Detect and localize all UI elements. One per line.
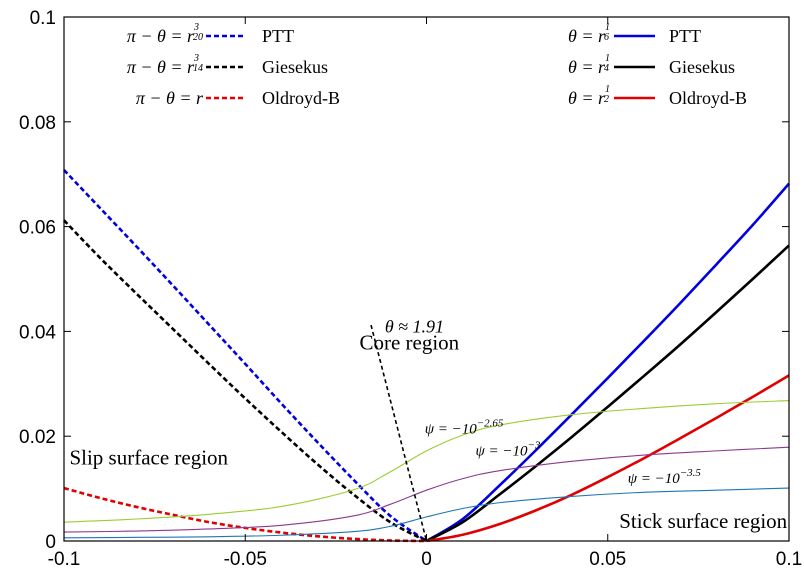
x-tick-label: 0.05 [589, 549, 626, 570]
core-region-label: Core region [359, 331, 459, 355]
legend-label: PTT [669, 26, 701, 46]
series-line-oldroyd-b-solid-5 [426, 374, 790, 543]
x-tick-label: 0.1 [776, 549, 802, 570]
series-line-ptt-solid-3 [425, 182, 790, 543]
boundary-layer [370, 324, 428, 542]
legend-formula: θ = r1 4 [568, 53, 610, 77]
series-line-10-3-5-8 [63, 487, 790, 539]
boundary-line [370, 324, 428, 542]
series-line-giesekus-solid-4 [425, 244, 790, 543]
y-tick-label: 0.1 [30, 8, 56, 29]
legend-label: Giesekus [669, 57, 735, 77]
curves-layer [63, 169, 790, 543]
x-tick-label: -0.1 [48, 549, 81, 570]
legend-entry-right-ptt: θ = r1 6 PTT [568, 22, 701, 46]
series-line-10-2-65-6 [63, 400, 790, 523]
slip-surface-region-label: Slip surface region [69, 445, 228, 469]
x-tick-label: -0.05 [224, 549, 267, 570]
psi-contour-label-3: ψ = −10−3.5 [628, 467, 702, 487]
ticks-layer: -0.1 -0.05 0 0.05 0.1 0 0.02 0.04 0.06 0.08 0.1 [19, 8, 802, 570]
annotations-layer: Core region Slip surface region Stick surf… [69, 316, 787, 532]
y-tick-label: 0.08 [19, 113, 56, 134]
x-tick-label: 0 [421, 549, 432, 570]
y-tick-label: 0.02 [19, 427, 56, 448]
legend-entry-right-oldroyd-b: θ = r1 2 Oldroyd-B [568, 84, 747, 108]
series-line-ptt-dashed-0 [63, 169, 428, 543]
y-tick-label: 0 [45, 532, 56, 553]
legend-formula: π − θ = r3 14 [127, 53, 203, 77]
psi-contour-label-1: ψ = −10−2.65 [425, 418, 504, 438]
legend-formula: π − θ = r3 20 [127, 22, 203, 46]
series-line-giesekus-dashed-1 [63, 219, 428, 543]
legend-entry-right-giesekus: θ = r1 4 Giesekus [568, 53, 735, 77]
series-line-oldroyd-b-dashed-2 [63, 486, 427, 543]
theta-boundary-label: θ ≈ 1.91 [385, 316, 444, 336]
psi-contour-label-2: ψ = −10−3 [475, 440, 540, 460]
legend-entry-left-giesekus: π − θ = r3 14 Giesekus [127, 53, 328, 77]
stick-surface-region-label: Stick surface region [619, 509, 787, 533]
series-line-10-3-7 [63, 446, 790, 533]
legend-label: Oldroyd-B [262, 88, 340, 108]
y-tick-label: 0.04 [19, 322, 56, 343]
legend-formula: θ = r1 2 [568, 84, 610, 108]
legend-label: PTT [262, 26, 294, 46]
legend-formula: π − θ = r [136, 88, 204, 108]
legend-entry-left-ptt: π − θ = r3 20 PTT [127, 22, 294, 46]
legend-label: Giesekus [262, 57, 328, 77]
legend-entry-left-oldroyd-b: π − θ = r Oldroyd-B [136, 88, 340, 108]
legend-formula: θ = r1 6 [568, 22, 610, 46]
y-tick-label: 0.06 [19, 218, 56, 239]
legend-label: Oldroyd-B [669, 88, 747, 108]
